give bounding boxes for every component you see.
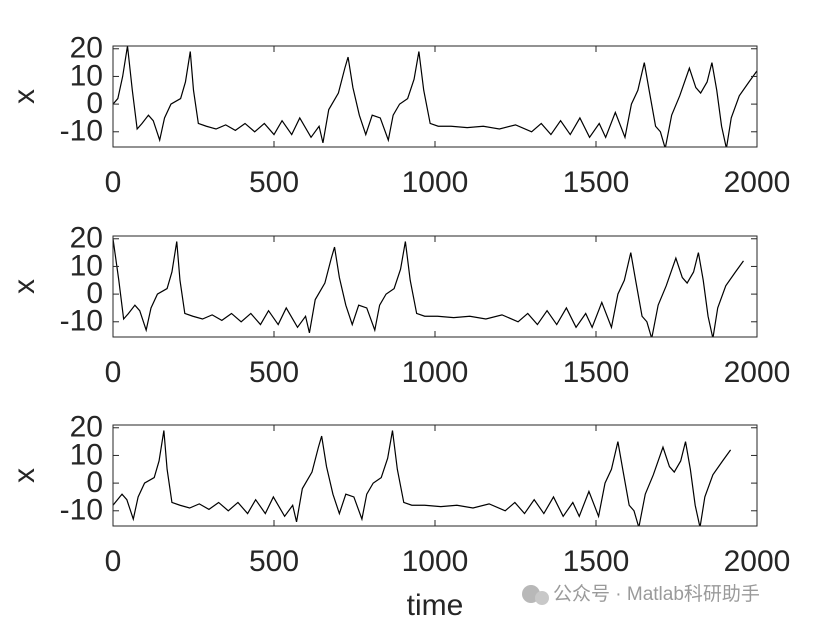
watermark: 公众号 · Matlab科研助手 [553,583,760,605]
data-line [113,46,757,147]
x-tick-label: 1000 [402,545,469,578]
x-tick-label: 0 [105,356,122,389]
x-tick-label: 1500 [563,545,630,578]
x-tick-label: 0 [105,545,122,578]
x-tick-label: 2000 [724,356,791,389]
y-axis-label: x [8,468,41,483]
y-axis-label: x [8,89,41,104]
x-tick-label: 500 [249,166,299,199]
y-tick-label: 20 [70,32,103,65]
y-tick-label: 0 [86,277,103,310]
y-tick-label: 0 [86,466,103,499]
x-tick-label: 1000 [402,356,469,389]
y-tick-label: 10 [70,438,103,471]
x-tick-label: 1000 [402,166,469,199]
x-axis-label: time [407,589,464,622]
y-tick-label: -10 [60,305,103,338]
watermark-icon [522,585,549,605]
x-tick-label: 0 [105,166,122,199]
data-line [113,430,732,526]
x-tick-label: 500 [249,545,299,578]
plot-area [113,46,757,147]
x-tick-label: 1500 [563,356,630,389]
y-tick-label: 20 [70,411,103,444]
y-tick-label: -10 [60,494,103,527]
x-tick-label: 1500 [563,166,630,199]
y-tick-label: 0 [86,87,103,120]
plot-area [113,238,744,337]
x-tick-label: 2000 [724,166,791,199]
y-tick-label: 20 [70,222,103,255]
x-tick-label: 2000 [724,545,791,578]
y-tick-label: 10 [70,59,103,92]
x-tick-label: 500 [249,356,299,389]
data-line [113,238,744,337]
y-tick-label: 10 [70,249,103,282]
y-axis-label: x [8,279,41,294]
plot-area [113,430,732,526]
y-tick-label: -10 [60,115,103,148]
